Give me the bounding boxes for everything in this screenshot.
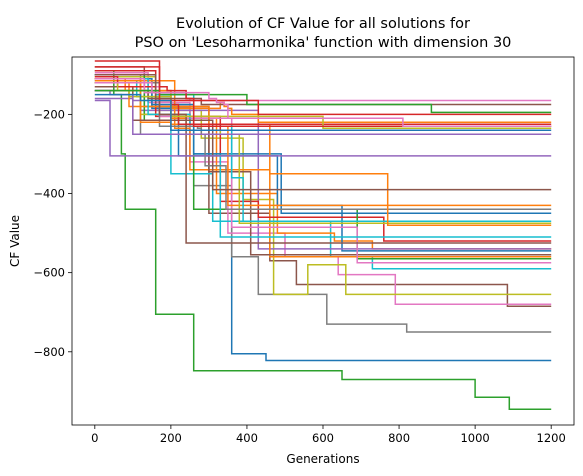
y-tick-label: −600	[33, 266, 65, 280]
x-axis-label: Generations	[286, 452, 359, 466]
series-line-6	[94, 76, 552, 296]
x-axis-ticks: 0 200 400 600 800 1000 1200	[91, 425, 566, 445]
x-tick-label: 0	[91, 431, 98, 445]
chart-title-line-1: Evolution of CF Value for all solutions …	[176, 16, 470, 32]
series-layer	[94, 60, 552, 410]
x-tick-label: 200	[160, 431, 182, 445]
y-axis-ticks: −800 −600 −400 −200	[33, 107, 72, 359]
x-tick-label: 400	[236, 431, 258, 445]
x-tick-label: 1200	[537, 431, 566, 445]
series-line-1	[94, 70, 552, 410]
y-tick-label: −200	[33, 107, 65, 121]
series-line-36	[94, 93, 552, 131]
series-line-17	[94, 89, 552, 215]
y-axis-label: CF Value	[8, 215, 22, 267]
series-line-34	[94, 60, 552, 127]
series-line-5	[94, 72, 552, 306]
series-line-22	[94, 89, 552, 244]
x-tick-label: 600	[312, 431, 334, 445]
chart-title-line-2: PSO on 'Lesoharmonika' function with dim…	[135, 35, 512, 51]
series-line-29	[94, 99, 552, 157]
x-tick-label: 1000	[460, 431, 489, 445]
y-tick-label: −800	[33, 345, 65, 359]
x-tick-label: 800	[388, 431, 410, 445]
series-line-3	[94, 74, 552, 333]
series-line-27	[94, 81, 552, 129]
series-line-35	[94, 81, 552, 127]
y-tick-label: −400	[33, 187, 65, 201]
